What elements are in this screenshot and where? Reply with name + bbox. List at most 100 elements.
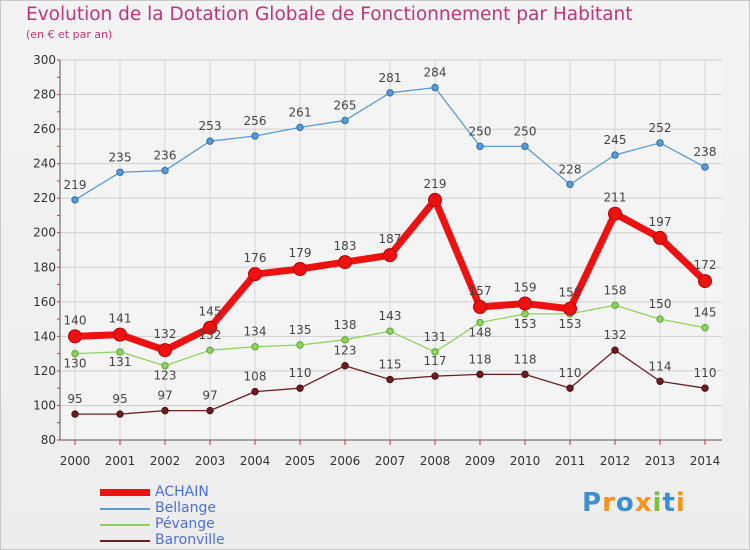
- proxiti-logo: Proxiti: [582, 488, 686, 518]
- data-point-achain: [293, 262, 307, 276]
- y-tick-label: 100: [33, 398, 56, 412]
- data-label-bellange: 284: [424, 66, 447, 80]
- data-label-bellange: 253: [199, 119, 222, 133]
- data-label-baronville: 132: [604, 328, 627, 342]
- data-label-pvange: 135: [289, 323, 312, 337]
- data-label-bellange: 250: [469, 124, 492, 138]
- data-point-bellange: [341, 116, 349, 125]
- legend-label: Bellange: [155, 500, 216, 516]
- data-label-pvange: 132: [199, 328, 222, 342]
- logo-letter: P: [582, 488, 603, 518]
- data-label-achain: 141: [109, 312, 132, 326]
- data-label-achain: 159: [514, 281, 537, 295]
- data-label-pvange: 131: [424, 330, 447, 344]
- data-point-achain: [383, 248, 397, 263]
- y-tick-label: 200: [33, 226, 56, 240]
- data-point-pvange: [701, 324, 709, 332]
- data-point-pvange: [431, 348, 439, 356]
- data-label-bellange: 265: [334, 98, 357, 112]
- data-label-achain: 197: [649, 215, 672, 229]
- data-label-pvange: 158: [604, 283, 627, 297]
- x-tick-label: 2008: [420, 454, 451, 468]
- data-point-achain: [698, 274, 712, 289]
- data-point-achain: [608, 206, 622, 221]
- data-point-bellange: [161, 166, 169, 175]
- y-tick-label: 280: [33, 88, 56, 102]
- data-label-baronville: 97: [202, 389, 217, 403]
- data-point-bellange: [206, 137, 214, 145]
- y-tick-label: 140: [33, 329, 56, 343]
- x-tick-label: 2009: [465, 454, 496, 468]
- data-label-pvange: 143: [379, 309, 402, 323]
- data-point-baronville: [161, 406, 169, 415]
- x-tick-label: 2011: [555, 454, 586, 468]
- data-point-pvange: [161, 362, 169, 370]
- data-label-baronville: 118: [469, 352, 492, 366]
- data-label-bellange: 238: [694, 145, 717, 159]
- chart-title: Evolution de la Dotation Globale de Fonc…: [26, 4, 633, 25]
- data-point-achain: [68, 329, 82, 344]
- data-point-achain: [338, 255, 352, 270]
- data-label-baronville: 110: [694, 366, 717, 380]
- data-label-achain: 145: [199, 305, 222, 319]
- y-tick-label: 120: [33, 364, 56, 378]
- y-tick-label: 300: [33, 53, 56, 67]
- logo-letter: r: [602, 488, 616, 518]
- data-point-baronville: [116, 410, 124, 418]
- x-tick-label: 2007: [375, 454, 406, 468]
- data-label-bellange: 250: [514, 124, 537, 138]
- data-point-baronville: [701, 384, 709, 392]
- data-label-achain: 187: [379, 232, 402, 246]
- data-point-baronville: [296, 384, 304, 392]
- data-point-pvange: [656, 315, 664, 323]
- data-label-baronville: 110: [289, 366, 312, 380]
- chart-subtitle: (en € et par an): [26, 28, 113, 41]
- x-tick-label: 2013: [645, 454, 676, 468]
- data-point-bellange: [521, 142, 529, 151]
- data-label-pvange: 150: [649, 297, 672, 311]
- x-tick-label: 2004: [240, 454, 271, 468]
- data-point-baronville: [386, 375, 394, 384]
- data-point-achain: [158, 343, 172, 358]
- data-point-achain: [428, 192, 442, 207]
- x-tick-label: 2014: [690, 454, 721, 468]
- data-point-baronville: [476, 370, 484, 379]
- y-tick-label: 260: [33, 122, 56, 136]
- data-point-baronville: [71, 410, 79, 418]
- data-label-pvange: 130: [64, 357, 87, 371]
- data-point-bellange: [71, 196, 79, 204]
- data-point-bellange: [611, 151, 619, 159]
- data-label-baronville: 95: [112, 392, 127, 406]
- data-label-pvange: 138: [334, 318, 357, 332]
- data-label-achain: 176: [244, 251, 267, 265]
- data-point-baronville: [656, 377, 664, 385]
- data-point-baronville: [611, 346, 619, 354]
- data-label-baronville: 108: [244, 370, 267, 384]
- y-tick-label: 240: [33, 157, 56, 171]
- data-label-bellange: 261: [289, 105, 312, 119]
- data-label-achain: 211: [604, 191, 627, 205]
- data-point-baronville: [251, 387, 259, 396]
- data-label-pvange: 148: [469, 326, 492, 340]
- data-point-pvange: [71, 349, 79, 358]
- data-label-achain: 158: [559, 286, 582, 300]
- data-point-achain: [113, 327, 127, 342]
- x-tick-label: 2000: [60, 454, 91, 468]
- data-point-baronville: [206, 406, 214, 415]
- data-point-bellange: [431, 83, 439, 92]
- logo-letter: i: [675, 488, 686, 518]
- y-tick-label: 180: [33, 260, 56, 274]
- data-label-achain: 157: [469, 284, 492, 298]
- data-label-achain: 140: [64, 313, 87, 327]
- x-tick-label: 2012: [600, 454, 631, 468]
- data-point-bellange: [296, 123, 304, 132]
- data-label-baronville: 95: [67, 392, 82, 406]
- x-tick-label: 2005: [285, 454, 316, 468]
- data-label-bellange: 245: [604, 133, 627, 147]
- data-point-pvange: [296, 341, 304, 349]
- data-label-bellange: 235: [109, 150, 132, 164]
- data-point-bellange: [656, 139, 664, 147]
- x-tick-label: 2001: [105, 454, 136, 468]
- data-label-baronville: 123: [334, 344, 357, 358]
